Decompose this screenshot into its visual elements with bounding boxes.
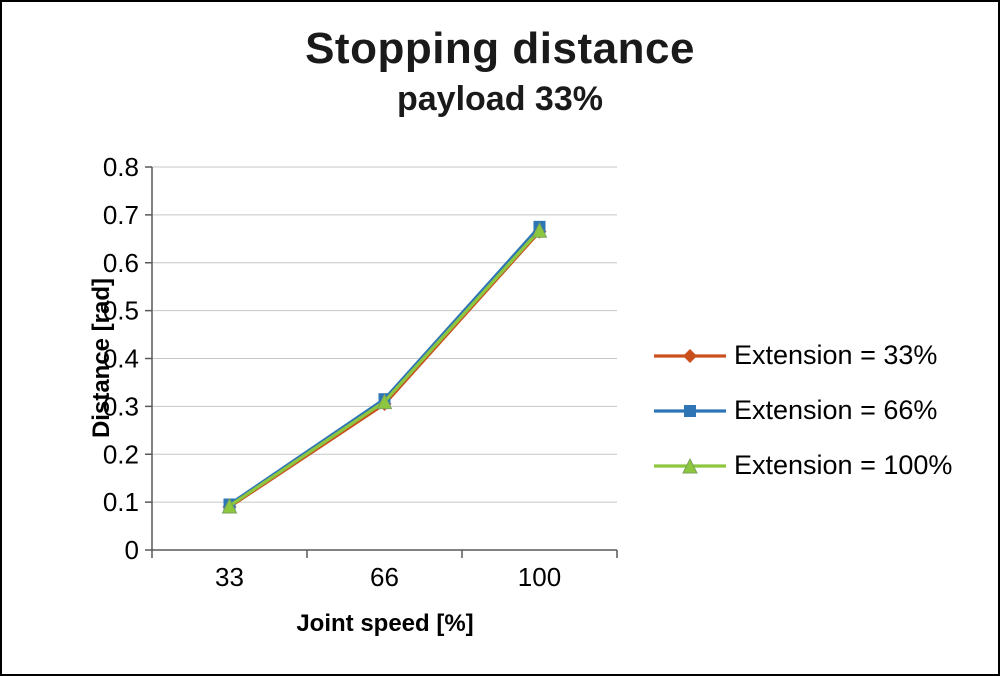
legend-key-icon [654,404,726,417]
triangle-marker [682,457,698,473]
chart-subtitle: payload 33% [397,80,603,118]
triangle-marker [376,393,393,410]
series-extension-66- [223,220,546,511]
legend-item: Extension = 100% [654,450,952,481]
y-tick-label: 0.3 [103,391,139,421]
legend-key-icon [654,457,726,473]
series-extension-100- [221,222,548,514]
chart-titles: Stopping distance payload 33% [2,24,998,119]
x-axis-title: Joint speed [%] [296,610,474,637]
series-line [227,230,542,509]
y-tick-label: 0.5 [103,296,139,326]
chart-title: Stopping distance [305,24,695,73]
legend-item: Extension = 33% [654,340,952,371]
x-tick-label: 100 [518,562,561,592]
triangle-marker [221,497,238,514]
legend-label: Extension = 100% [734,450,953,480]
y-axis-title: Distance [rad] [88,277,115,439]
x-tick-label: 33 [215,562,244,592]
legend: Extension = 33% Extension = 66% Extension … [654,340,952,481]
series-extension-33- [222,224,547,514]
y-tick-label: 0.2 [103,439,139,469]
legend-label: Extension = 66% [734,395,938,425]
legend-label: Extension = 33% [734,340,938,370]
y-tick-label: 0 [125,535,139,565]
y-tick-label: 0.7 [103,200,139,230]
y-tick-label: 0.6 [103,248,139,278]
square-marker [684,404,696,417]
y-tick-label: 0.1 [103,487,139,517]
x-tick-label: 66 [370,562,399,592]
diamond-marker [683,348,697,363]
y-tick-label: 0.8 [103,152,139,182]
legend-key-icon [654,348,726,363]
y-tick-label: 0.4 [103,344,139,374]
series-line [227,225,542,507]
legend-item: Extension = 66% [654,395,952,426]
triangle-marker [531,222,548,238]
series-line [227,228,542,508]
